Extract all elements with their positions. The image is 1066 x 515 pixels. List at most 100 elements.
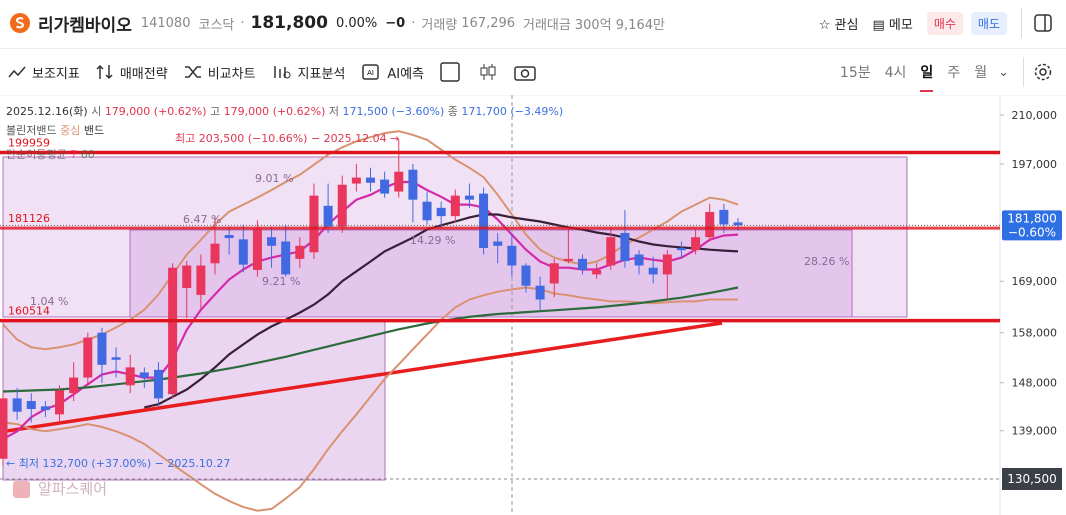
candle-body bbox=[55, 390, 65, 415]
candle-body bbox=[394, 171, 404, 192]
change-pct: 0.00% bbox=[335, 15, 378, 31]
legend-entry: 7 bbox=[70, 148, 77, 161]
tool-button[interactable]: 보조지표 bbox=[8, 63, 80, 82]
legend: 볼린저밴드 중심 밴드 bbox=[6, 124, 104, 137]
candle-body bbox=[507, 245, 517, 266]
tool-label: 비교차트 bbox=[207, 66, 256, 82]
box-label: 6.47 % bbox=[183, 213, 221, 226]
tool-label: 보조지표 bbox=[32, 66, 80, 82]
toolbar: 보조지표 매매전략 비교차트 지표분석 AI AI예측 15분 4시 일 주 월 … bbox=[0, 48, 1066, 95]
logo bbox=[10, 13, 30, 33]
info-item: 고 bbox=[210, 105, 220, 118]
info-line: 2025.12.16(화) 시 179,000 (+0.62%) 고 179,0… bbox=[6, 105, 563, 118]
candle-body bbox=[337, 184, 347, 227]
candle-body bbox=[26, 401, 36, 410]
memo-button[interactable]: ▤ 메모 bbox=[872, 17, 913, 33]
change: −0 bbox=[385, 15, 406, 31]
candle-body bbox=[295, 245, 305, 259]
panel-toggle[interactable] bbox=[1034, 14, 1052, 32]
candle-body bbox=[493, 241, 503, 246]
y-tick-label: 197,000 bbox=[1012, 158, 1058, 171]
candle-body bbox=[267, 237, 277, 246]
candle-body bbox=[238, 239, 248, 265]
legend-entry: 밴드 bbox=[84, 124, 104, 137]
period-tab[interactable]: 일 bbox=[920, 62, 934, 92]
shape-tool[interactable] bbox=[440, 62, 460, 82]
candle-body bbox=[323, 205, 333, 227]
candle-body bbox=[153, 369, 163, 399]
candle-body bbox=[408, 169, 418, 200]
candle-body bbox=[351, 177, 361, 184]
candle-body bbox=[592, 269, 602, 275]
buy-button[interactable]: 매수 bbox=[926, 11, 963, 35]
candle-body bbox=[168, 267, 178, 395]
camera-tool[interactable] bbox=[514, 63, 536, 81]
period-tab[interactable]: 15분 bbox=[839, 65, 871, 81]
box-label: 1.04 % bbox=[30, 295, 68, 308]
candle-body bbox=[691, 237, 701, 251]
market: 코스닥 bbox=[198, 17, 235, 33]
candle-body bbox=[69, 377, 79, 394]
info-item: 171,700 (−3.49%) bbox=[461, 105, 563, 118]
button-label: 메모 bbox=[888, 17, 913, 33]
y-tick-label: 169,000 bbox=[1012, 275, 1058, 288]
candle-body bbox=[479, 193, 489, 248]
tool-label: 매매전략 bbox=[119, 66, 168, 82]
legend-entry: 중심 bbox=[60, 124, 80, 137]
settings[interactable] bbox=[1034, 63, 1052, 81]
tool-button[interactable]: 비교차트 bbox=[184, 63, 256, 82]
candle-body bbox=[549, 263, 559, 284]
candle-body bbox=[578, 258, 588, 270]
low-marker-box bbox=[1002, 467, 1062, 490]
candle-body bbox=[422, 201, 432, 221]
box-label: 9.01 % bbox=[255, 172, 293, 185]
level-label: 181126 bbox=[8, 212, 50, 225]
pattern-boxes bbox=[2, 156, 908, 481]
candle-body bbox=[182, 265, 192, 289]
stock-code: 141080 bbox=[140, 15, 191, 31]
low-marker-label: 130,500 bbox=[1007, 472, 1057, 486]
candle-body bbox=[648, 267, 658, 275]
candle-body bbox=[535, 285, 545, 300]
period-tab[interactable]: 주 bbox=[947, 65, 961, 81]
high-note: 최고 203,500 (−10.66%) − 2025.12.04 → bbox=[175, 132, 399, 145]
candle-body bbox=[139, 372, 149, 378]
candle-body bbox=[521, 265, 531, 286]
current-price-box bbox=[1002, 210, 1062, 241]
candle-body bbox=[606, 237, 616, 266]
watch-button[interactable]: ☆ 관심 bbox=[818, 17, 859, 33]
tool-button[interactable]: AI AI예측 bbox=[361, 63, 424, 82]
volume-label: 거래량 bbox=[421, 17, 458, 33]
trend-line bbox=[0, 321, 723, 434]
candle-body bbox=[563, 258, 573, 262]
candle-body bbox=[705, 211, 715, 238]
candle-body bbox=[634, 254, 644, 266]
candle-body bbox=[83, 337, 93, 378]
legend-entry: 60 bbox=[81, 148, 95, 161]
info-item: 종 bbox=[448, 105, 458, 118]
turnover: 300억 9,164만 bbox=[574, 17, 665, 33]
candle-body bbox=[662, 254, 672, 275]
candle-body bbox=[125, 367, 135, 386]
candle-tool[interactable] bbox=[478, 62, 498, 82]
info-item: 2025.12.16(화) bbox=[6, 105, 88, 118]
candle-body bbox=[620, 232, 630, 262]
level-label: 160514 bbox=[8, 305, 50, 318]
period-tabs: 15분 4시 일 주 월 ⌄ bbox=[833, 52, 1066, 92]
candle-body bbox=[309, 195, 319, 253]
period-dropdown[interactable]: ⌄ bbox=[998, 64, 1009, 80]
indicator-line bbox=[2, 180, 739, 440]
period-tab[interactable]: 4시 bbox=[884, 65, 907, 81]
stock-name: 리가켐바이오 bbox=[38, 15, 132, 36]
candle-body bbox=[224, 235, 234, 239]
low-note: ← 최저 132,700 (+37.00%) − 2025.10.27 bbox=[6, 457, 230, 470]
candle-body bbox=[733, 222, 743, 226]
y-tick-label: 158,000 bbox=[1012, 327, 1058, 340]
pattern-box bbox=[2, 156, 908, 318]
sell-button[interactable]: 매도 bbox=[970, 11, 1007, 35]
tool-button[interactable]: 지표분석 bbox=[272, 63, 345, 82]
tool-button[interactable]: 매매전략 bbox=[96, 63, 168, 82]
price: 181,800 bbox=[250, 13, 328, 33]
period-tab[interactable]: 월 bbox=[974, 65, 988, 81]
candle-body bbox=[97, 332, 107, 365]
